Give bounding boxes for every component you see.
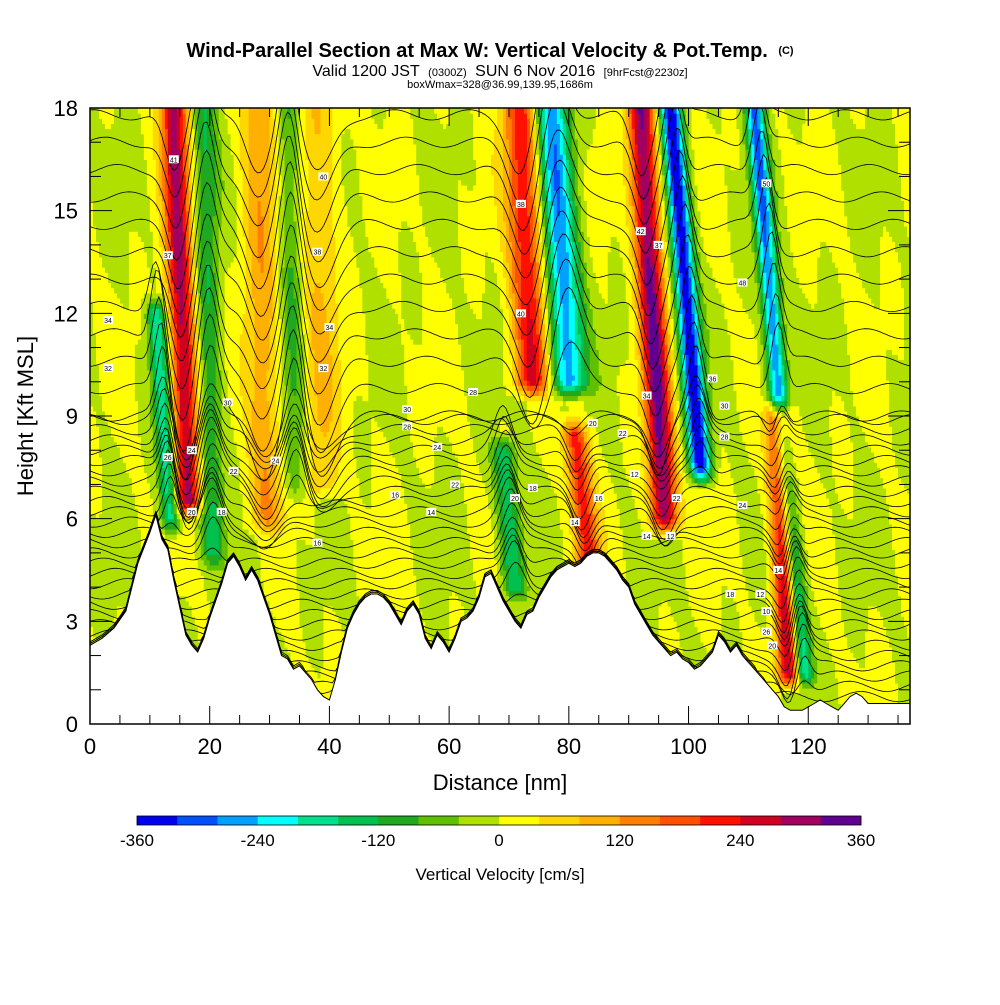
chart-title: Wind-Parallel Section at Max W: Vertical… (186, 40, 767, 62)
valid-date: SUN 6 Nov 2016 (475, 63, 595, 80)
forecast-info: [9hrFcst@2230z] (604, 67, 688, 79)
valid-zulu: (0300Z) (428, 67, 467, 79)
title-suffix: (C) (778, 45, 794, 57)
valid-line: Valid 1200 JST (0300Z) SUN 6 Nov 2016 [9… (312, 63, 687, 80)
valid-time: Valid 1200 JST (312, 63, 420, 80)
chart-title-line: Wind-Parallel Section at Max W: Vertical… (186, 40, 794, 62)
box-wmax-info: boxWmax=328@36.99,139.95,1686m (407, 79, 593, 91)
